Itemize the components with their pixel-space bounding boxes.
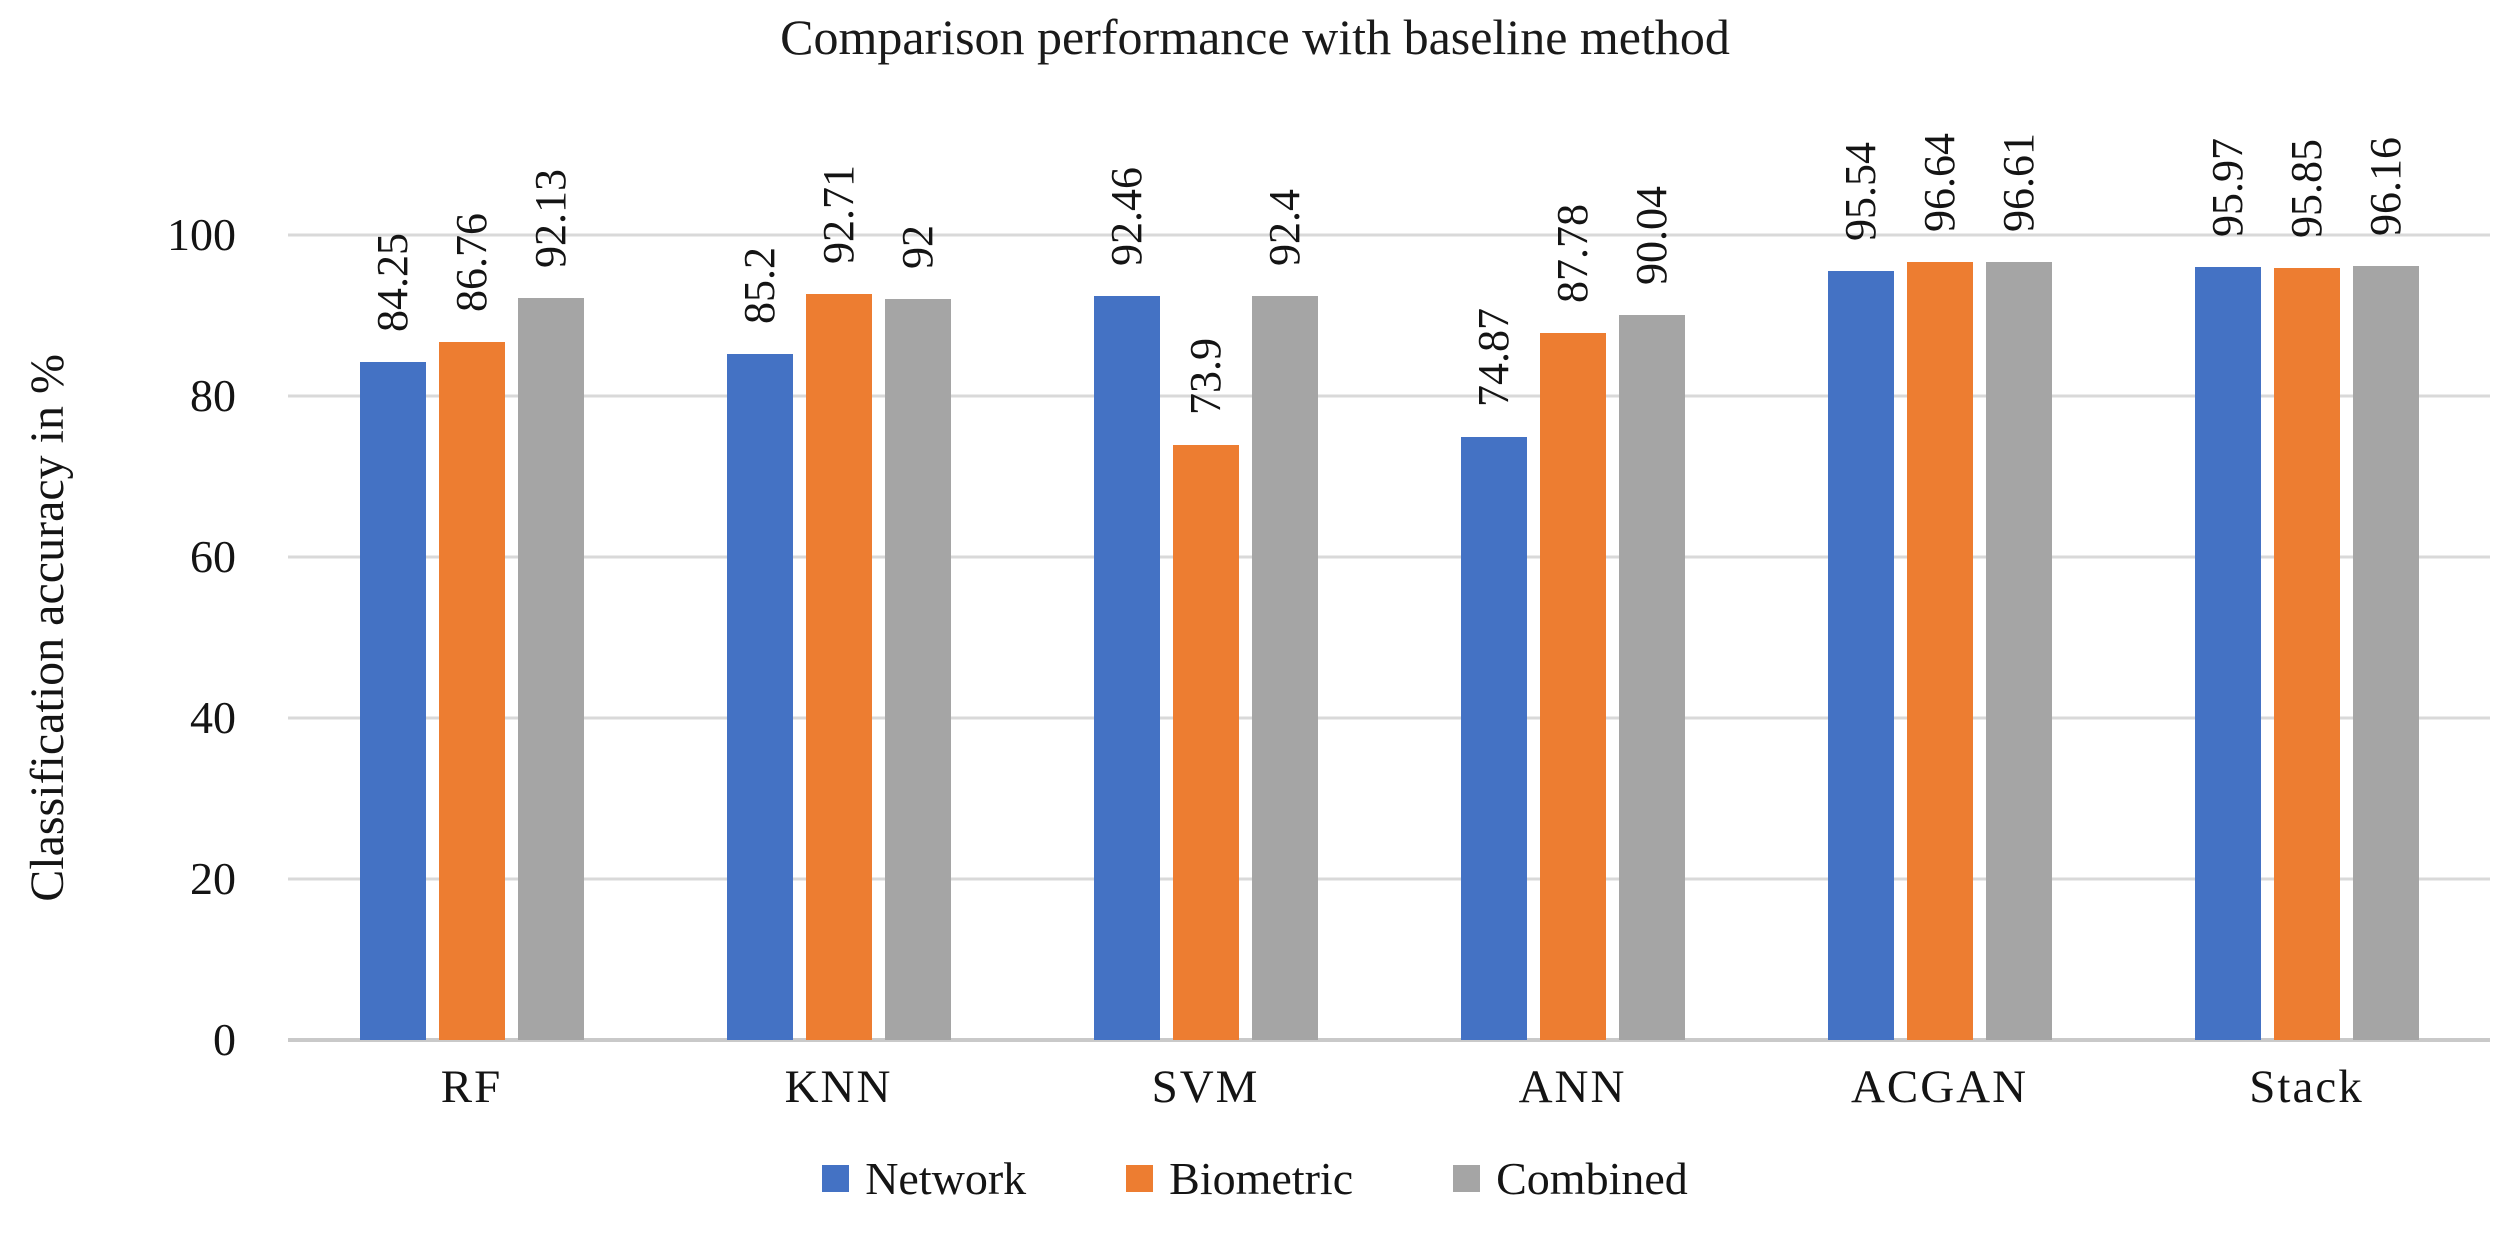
chart-title: Comparison performance with baseline met…	[780, 9, 1730, 65]
bar-biometric-stack: 95.85	[2273, 139, 2340, 1040]
bar-value-label: 84.25	[367, 232, 417, 332]
bar-value-label: 85.2	[734, 247, 784, 325]
legend-swatch-icon	[1453, 1165, 1481, 1192]
bar-network-knn: 85.2	[726, 247, 793, 1040]
legend-item-network: Network	[822, 1152, 1026, 1205]
y-axis-title-text: Classification accuracy in %	[20, 353, 74, 902]
bar-value-label: 96.16	[2360, 136, 2410, 236]
bar-group-stack: 95.97 95.85 96.16 Stack	[2123, 137, 2490, 1113]
bar-value-label: 87.78	[1547, 204, 1597, 304]
gridline-y-60	[288, 555, 2490, 559]
bar-value-label: 92.46	[1101, 166, 1151, 266]
bar-combined-stack: 96.16	[2352, 137, 2419, 1040]
bar-biometric-ann: 87.78	[1539, 204, 1606, 1040]
bar-combined-acgan: 96.61	[1985, 133, 2052, 1040]
bar-value-label: 92.13	[525, 169, 575, 269]
legend: Network Biometric Combined	[0, 1152, 2510, 1205]
bar-network-stack: 95.97	[2194, 138, 2261, 1040]
bar-network-rf: 84.25	[359, 233, 426, 1040]
x-category-label: Stack	[2249, 1061, 2364, 1113]
legend-swatch-icon	[1126, 1165, 1154, 1192]
x-category-label: ACGAN	[1850, 1061, 2029, 1113]
bar-value-label: 74.87	[1468, 308, 1518, 408]
legend-label: Network	[865, 1153, 1027, 1204]
bar-combined-svm: 92.4	[1251, 189, 1318, 1040]
gridline-y-20	[288, 877, 2490, 881]
legend-swatch-icon	[822, 1165, 850, 1192]
legend-label: Combined	[1496, 1153, 1688, 1204]
bar-network-svm: 92.46	[1093, 167, 1160, 1040]
gridline-y-80	[288, 394, 2490, 398]
bar-group-ann: 74.87 87.78 90.04 ANN	[1389, 186, 1756, 1113]
bar-value-label: 73.9	[1180, 338, 1230, 416]
bar-value-label: 86.76	[446, 212, 496, 312]
bar-combined-ann: 90.04	[1618, 186, 1685, 1040]
bar-biometric-knn: 92.71	[805, 165, 872, 1040]
bar-combined-rf: 92.13	[517, 169, 584, 1040]
y-axis-title: Classification accuracy in %	[14, 225, 80, 1030]
bar-value-label: 96.64	[1914, 133, 1964, 233]
x-category-label: SVM	[1151, 1061, 1260, 1113]
bar-value-label: 95.85	[2281, 139, 2331, 239]
bar-group-svm: 92.46 73.9 92.4 SVM	[1022, 167, 1389, 1113]
gridline-y-0	[288, 1038, 2490, 1042]
legend-item-combined: Combined	[1453, 1152, 1688, 1205]
bar-value-label: 95.97	[2202, 138, 2252, 238]
gridline-y-40	[288, 716, 2490, 720]
bar-network-acgan: 95.54	[1827, 142, 1894, 1040]
bar-groups: 84.25 86.76 92.13 RF 85.2 92.71 92 KNN 92.46 73.9…	[288, 133, 2490, 1113]
bar-combined-knn: 92	[884, 225, 951, 1040]
bar-group-knn: 85.2 92.71 92 KNN	[655, 165, 1022, 1113]
bar-group-rf: 84.25 86.76 92.13 RF	[288, 169, 655, 1113]
bar-biometric-svm: 73.9	[1172, 338, 1239, 1040]
legend-label: Biometric	[1169, 1153, 1354, 1204]
x-category-label: ANN	[1518, 1061, 1627, 1113]
plot-area: 0 20 40 60 80 100 84.25 86.76 92.13 RF 85.2 92.71 9…	[167, 133, 2490, 1113]
legend-item-biometric: Biometric	[1126, 1152, 1353, 1205]
bar-network-ann: 74.87	[1460, 308, 1527, 1040]
bar-value-label: 92	[892, 225, 942, 270]
gridline-y-100	[288, 233, 2490, 237]
bar-value-label: 92.4	[1259, 189, 1309, 267]
bar-group-acgan: 95.54 96.64 96.61 ACGAN	[1756, 133, 2123, 1113]
bar-value-label: 95.54	[1835, 141, 1885, 241]
bar-value-label: 90.04	[1626, 186, 1676, 286]
bar-value-label: 96.61	[1993, 133, 2043, 233]
bar-value-label: 92.71	[813, 164, 863, 264]
x-category-label: KNN	[784, 1061, 893, 1113]
bar-biometric-acgan: 96.64	[1906, 133, 1973, 1040]
bar-biometric-rf: 86.76	[438, 213, 505, 1040]
x-category-label: RF	[440, 1061, 503, 1113]
